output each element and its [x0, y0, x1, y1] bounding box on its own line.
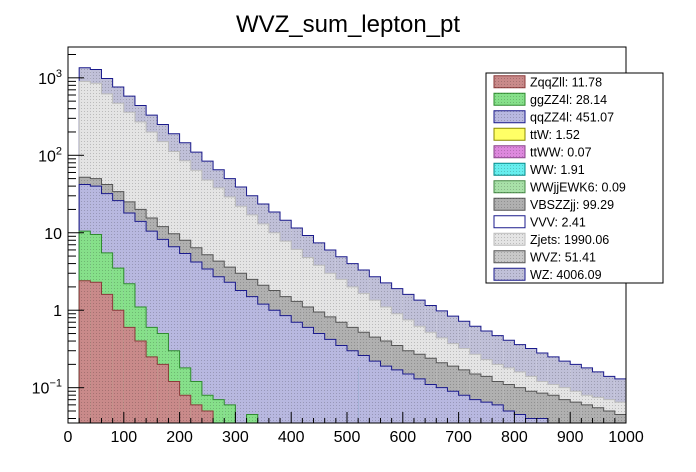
legend-entry-wwjjewk6: WWjjEWK6: 0.09	[493, 180, 626, 194]
legend-entry-ww: WW: 1.91	[493, 162, 585, 177]
legend-entry-ttww: ttWW: 0.07	[493, 145, 592, 159]
chart-title: WVZ_sum_lepton_pt	[236, 11, 460, 38]
histogram-layer	[68, 67, 627, 424]
legend-label: ggZZ4l: 28.14	[530, 93, 607, 107]
x-tick-label: 800	[501, 429, 528, 446]
x-tick-label: 500	[334, 429, 361, 446]
legend-label: ttWW: 0.07	[530, 145, 592, 159]
legend-label: VVV: 2.41	[530, 215, 586, 229]
legend-entry-wvz: WVZ: 51.41	[493, 250, 596, 264]
x-tick-label: 300	[222, 429, 249, 446]
legend: ZqqZll: 11.78 ggZZ4l: 28.14 qqZZ4l: 451.07…	[485, 72, 664, 284]
hist-zqqzll	[68, 280, 626, 424]
legend-label: qqZZ4l: 451.07	[530, 110, 614, 124]
outline-qqzz4l	[68, 183, 626, 424]
legend-entry-qqzz4l: qqZZ4l: 451.07	[493, 110, 614, 124]
legend-entry-vbszzjj: VBSZZjj: 99.29	[493, 197, 614, 212]
legend-label: ttW: 1.52	[530, 128, 580, 142]
legend-entry-zjets: Zjets: 1990.06	[493, 232, 609, 247]
x-tick-label: 0	[64, 429, 73, 446]
x-tick-label: 400	[278, 429, 305, 446]
legend-entry-ttw: ttW: 1.52	[493, 127, 580, 142]
outline-vbszzjj	[68, 176, 627, 424]
y-tick-label: 103	[38, 68, 62, 88]
legend-label: WW: 1.91	[530, 163, 585, 177]
legend-label: Zjets: 1990.06	[530, 233, 609, 247]
legend-entry-ggzz4l: ggZZ4l: 28.14	[493, 92, 607, 107]
axes: 0 100 200 300 400 500 600 700 800 900 1000 10−1 1 10 1…	[32, 54, 644, 446]
y-tick-label: 102	[38, 145, 62, 165]
legend-label: WWjjEWK6: 0.09	[530, 180, 626, 194]
legend-entry-vvv: VVV: 2.41	[493, 215, 586, 229]
legend-entry-zqqzll: ZqqZll: 11.78	[493, 75, 602, 89]
x-tick-label: 100	[110, 429, 137, 446]
legend-box	[485, 72, 664, 284]
legend-label: WVZ: 51.41	[530, 250, 596, 264]
y-tick-label: 10−1	[32, 378, 62, 398]
y-tick-label: 1	[53, 303, 62, 320]
legend-label: ZqqZll: 11.78	[530, 75, 602, 89]
legend-label: WZ: 4006.09	[530, 268, 602, 282]
x-tick-label: 200	[166, 429, 193, 446]
outline-zjets	[68, 80, 627, 424]
y-tick-label: 10	[44, 226, 62, 243]
legend-swatch	[493, 215, 526, 229]
outline-wz	[68, 67, 627, 424]
x-tick-label: 900	[557, 429, 584, 446]
legend-swatch	[493, 127, 526, 141]
legend-entry-wz: WZ: 4006.09	[493, 267, 602, 282]
x-tick-label: 1000	[608, 429, 644, 446]
legend-label: VBSZZjj: 99.29	[530, 198, 614, 212]
x-tick-label: 700	[445, 429, 472, 446]
x-tick-label: 600	[389, 429, 416, 446]
